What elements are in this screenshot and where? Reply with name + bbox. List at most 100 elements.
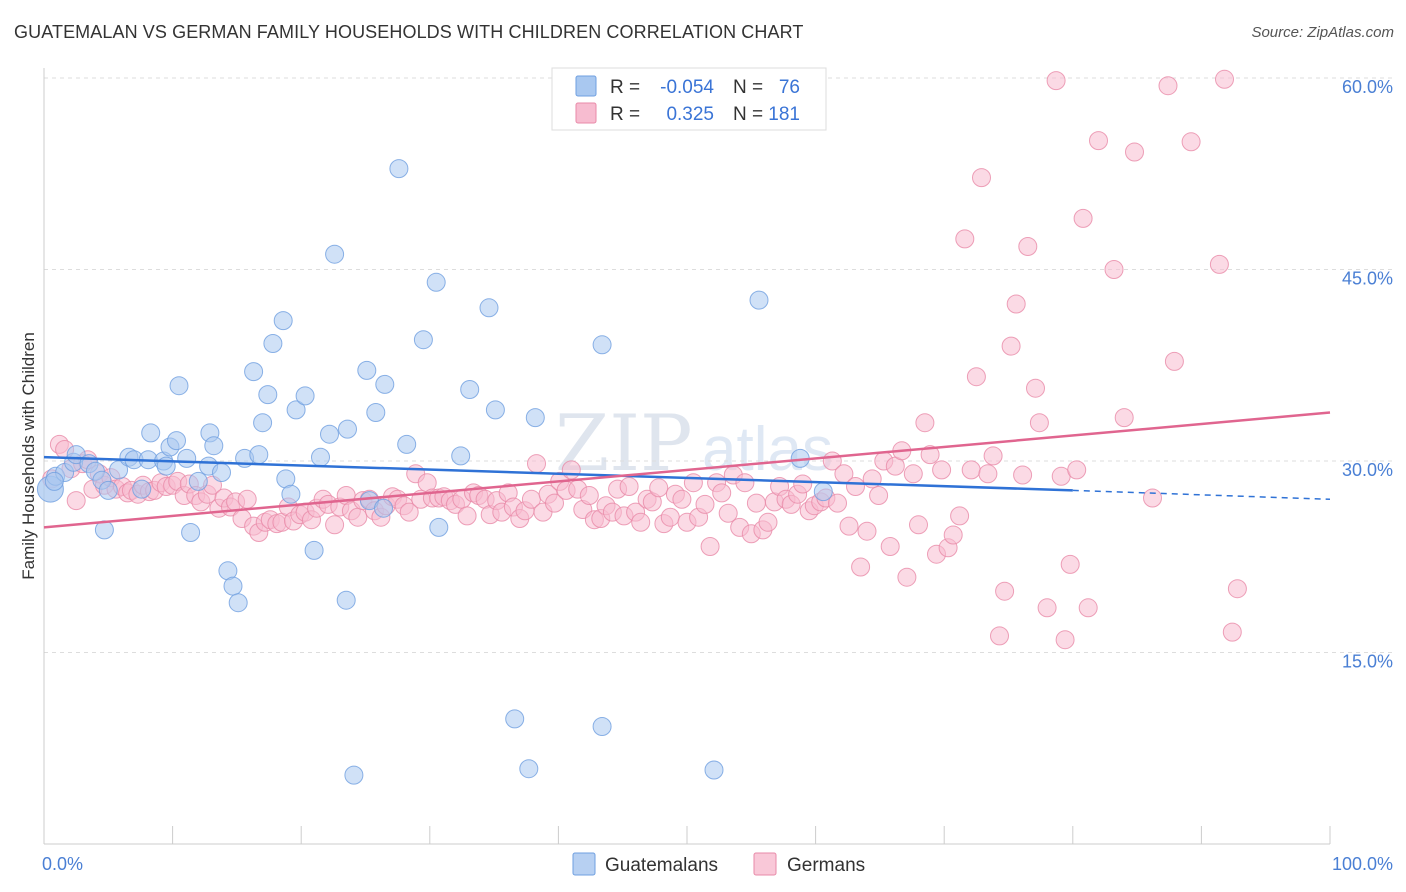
guatemalans-point-61: [479, 298, 499, 318]
y-tick-label-15: 15.0%: [1342, 652, 1393, 672]
legend-n-value-1: 181: [768, 104, 800, 125]
guatemalans-trend-line: [43, 455, 1073, 492]
germans-point-122: [746, 493, 766, 513]
germans-point-172: [1037, 598, 1057, 618]
germans-point-141: [857, 521, 877, 541]
germans-point-166: [1001, 336, 1021, 356]
bottom-legend-swatch-germans: [753, 852, 777, 876]
chart-title: GUATEMALAN VS GERMAN FAMILY HOUSEHOLDS W…: [14, 22, 804, 42]
guatemalans-point-34: [253, 413, 273, 433]
guatemalans-point-42: [304, 540, 324, 560]
guatemalans-point-32: [244, 362, 264, 382]
germans-point-180: [1089, 131, 1108, 151]
legend-n-label-1: N =: [733, 104, 763, 125]
guatemalans-point-19: [167, 431, 186, 451]
legend-r-label-0: R =: [610, 77, 640, 98]
germans-point-188: [1209, 254, 1229, 274]
germans-point-84: [527, 454, 546, 474]
x-tick-label-min: 0.0%: [42, 854, 83, 874]
germans-point-178: [1073, 208, 1093, 228]
germans-point-161: [972, 168, 991, 188]
germans-point-165: [995, 581, 1015, 601]
guatemalans-point-65: [525, 408, 545, 428]
trend-lines: [43, 411, 1331, 529]
guatemalans-point-37: [273, 311, 293, 331]
germans-point-117: [718, 503, 738, 523]
guatemalans-point-45: [325, 244, 345, 264]
germans-point-163: [983, 446, 1003, 466]
guatemalans-point-63: [505, 709, 525, 729]
guatemalans-point-62: [485, 400, 505, 420]
guatemalans-point-39: [281, 484, 301, 504]
guatemalans-point-22: [181, 523, 201, 542]
gridlines: [44, 77, 1393, 653]
germans-point-179: [1078, 598, 1098, 618]
germans-point-152: [920, 445, 940, 465]
germans-point-191: [1227, 579, 1247, 599]
germans-point-186: [1164, 351, 1184, 371]
germans-point-170: [1026, 378, 1045, 398]
germans-point-164: [990, 626, 1009, 646]
stats-legend-box: [551, 67, 827, 131]
bottom-legend-swatch-guatemalans: [572, 852, 596, 876]
y-tick-label-45: 45.0%: [1342, 269, 1393, 289]
guatemalans-point-69: [749, 290, 769, 310]
germans-point-138: [839, 516, 859, 536]
germans-point-87: [545, 493, 564, 513]
germans-point-120: [735, 473, 755, 493]
guatemalans-point-71: [813, 482, 833, 502]
germans-point-183: [1125, 142, 1144, 162]
germans-point-167: [1006, 294, 1026, 314]
germans-point-182: [1114, 408, 1134, 428]
guatemalans-trend-extension: [1072, 489, 1331, 501]
germans-point-160: [966, 367, 986, 387]
germans-point-181: [1104, 260, 1124, 279]
guatemalans-point-8: [98, 480, 118, 500]
guatemalans-point-15: [141, 423, 161, 443]
germans-point-62: [399, 502, 419, 522]
germans-point-139: [846, 477, 865, 496]
germans-point-143: [869, 486, 889, 505]
x-tick-label-max: 100.0%: [1332, 854, 1393, 874]
germans-point-130: [793, 474, 813, 494]
guatemalans-point-44: [320, 424, 339, 444]
germans-point-162: [978, 464, 998, 484]
germans-point-150: [909, 515, 928, 535]
germans-point-4: [66, 491, 86, 511]
guatemalans-point-21: [177, 448, 197, 468]
germans-trend-line: [43, 411, 1331, 529]
germans-point-169: [1018, 237, 1038, 256]
bottom-legend-label-germans: Germans: [787, 855, 865, 876]
legend-n-value-0: 76: [779, 77, 800, 98]
guatemalans-point-57: [426, 272, 446, 292]
germans-point-177: [1067, 460, 1087, 480]
germans-point-158: [955, 229, 975, 249]
guatemalans-point-51: [366, 403, 386, 422]
germans-point-190: [1222, 622, 1242, 642]
guatemalans-point-30: [228, 593, 248, 613]
germans-point-111: [683, 473, 703, 493]
legend-r-value-0: -0.054: [660, 77, 714, 98]
x-ticks: [43, 826, 1331, 844]
germans-point-107: [660, 507, 680, 527]
germans-point-176: [1060, 554, 1080, 574]
guatemalans-point-36: [263, 334, 283, 353]
germans-point-156: [943, 525, 963, 545]
y-tick-label-60: 60.0%: [1342, 77, 1393, 97]
guatemalans-point-40: [286, 400, 306, 420]
germans-point-185: [1158, 76, 1178, 96]
germans-point-72: [457, 506, 477, 526]
guatemalans-point-64: [519, 759, 539, 779]
y-tick-label-30: 30.0%: [1342, 460, 1393, 480]
guatemalans-point-10: [109, 460, 129, 480]
guatemalans-point-53: [375, 374, 395, 394]
bottom-legend-label-guatemalans: Guatemalans: [605, 855, 718, 876]
germans-point-184: [1143, 488, 1162, 508]
guatemalans-point-47: [336, 590, 356, 610]
germans-point-116: [712, 483, 732, 503]
germans-point-145: [880, 537, 900, 556]
germans-point-159: [961, 460, 981, 480]
guatemalans-point-27: [212, 463, 231, 482]
germans-point-53: [348, 507, 368, 527]
germans-point-189: [1215, 69, 1234, 89]
